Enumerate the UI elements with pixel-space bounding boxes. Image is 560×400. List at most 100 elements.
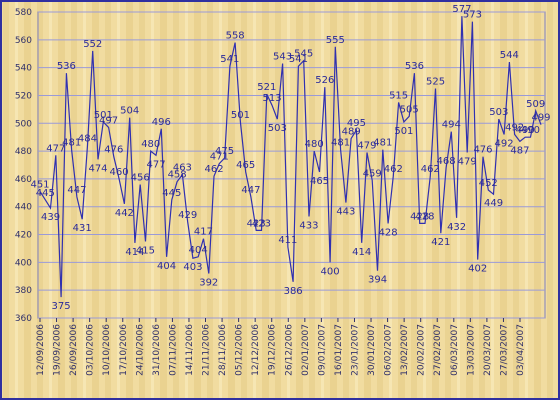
data-label: 496 — [152, 117, 171, 128]
x-tick-label: 09/01/2007 — [317, 324, 327, 376]
y-tick-label: 440 — [15, 203, 32, 213]
data-label: 428 — [379, 227, 398, 238]
x-tick-label: 28/11/2006 — [218, 324, 228, 376]
x-tick-label: 20/02/2007 — [417, 324, 427, 376]
data-label: 449 — [484, 198, 503, 209]
data-label: 452 — [479, 178, 498, 189]
data-label: 463 — [173, 163, 192, 174]
data-label: 501 — [394, 126, 413, 137]
data-label: 479 — [458, 156, 477, 167]
data-label: 475 — [215, 146, 234, 157]
data-label: 402 — [468, 264, 487, 275]
data-label: 577 — [452, 4, 471, 15]
data-label: 552 — [83, 39, 102, 50]
y-tick-label: 520 — [15, 91, 32, 101]
data-label: 403 — [183, 262, 202, 273]
y-tick-label: 540 — [15, 64, 32, 74]
x-tick-label: 23/01/2007 — [350, 324, 360, 376]
data-label: 459 — [363, 168, 382, 179]
data-label: 456 — [131, 172, 150, 183]
x-tick-label: 19/09/2006 — [53, 324, 63, 376]
data-label: 433 — [299, 220, 318, 231]
data-label: 447 — [241, 185, 260, 196]
data-label: 423 — [252, 218, 271, 229]
data-label: 501 — [231, 110, 250, 121]
data-label: 474 — [88, 163, 107, 174]
data-label: 573 — [463, 10, 482, 21]
x-tick-label: 19/12/2006 — [268, 324, 278, 376]
data-label: 414 — [352, 247, 371, 258]
data-label: 476 — [473, 145, 492, 156]
x-tick-label: 26/12/2006 — [284, 324, 294, 376]
x-tick-label: 03/04/2007 — [516, 324, 526, 376]
data-label: 462 — [421, 164, 440, 175]
data-label: 477 — [46, 143, 65, 154]
data-label: 526 — [315, 75, 334, 86]
data-label: 489 — [342, 127, 361, 138]
y-tick-label: 380 — [15, 286, 32, 296]
data-label: 386 — [284, 286, 303, 297]
data-label: 544 — [500, 50, 519, 61]
x-tick-label: 13/02/2007 — [400, 324, 410, 376]
y-tick-label: 400 — [15, 258, 32, 268]
data-label: 442 — [115, 208, 134, 219]
data-label: 515 — [389, 90, 408, 101]
data-label: 451 — [30, 179, 49, 190]
data-label: 481 — [331, 138, 350, 149]
data-label: 555 — [326, 35, 345, 46]
x-tick-label: 13/03/2007 — [466, 324, 476, 376]
data-label: 513 — [262, 93, 281, 104]
data-label: 484 — [78, 134, 97, 145]
data-label: 465 — [310, 176, 329, 187]
x-tick-label: 27/03/2007 — [499, 324, 509, 376]
data-label: 400 — [321, 266, 340, 277]
data-label: 404 — [189, 245, 208, 256]
data-label: 492 — [505, 122, 524, 133]
x-tick-label: 02/01/2007 — [301, 324, 311, 376]
x-tick-label: 10/10/2006 — [102, 324, 112, 376]
data-label: 492 — [495, 138, 514, 149]
data-label: 503 — [268, 123, 287, 134]
data-label: 521 — [257, 82, 276, 93]
data-label: 480 — [141, 139, 160, 150]
data-label: 447 — [67, 185, 86, 196]
data-label: 501 — [94, 110, 113, 121]
data-label: 375 — [52, 301, 71, 312]
x-tick-label: 12/12/2006 — [251, 324, 261, 376]
y-tick-label: 500 — [15, 119, 32, 129]
data-label: 481 — [62, 138, 81, 149]
data-label: 490 — [521, 125, 540, 136]
data-label: 415 — [136, 246, 155, 257]
x-tick-label: 07/11/2006 — [168, 324, 178, 376]
x-tick-label: 21/11/2006 — [202, 324, 212, 376]
x-tick-label: 20/03/2007 — [483, 324, 493, 376]
x-tick-label: 05/12/2006 — [235, 324, 245, 376]
x-tick-label: 12/09/2006 — [36, 324, 46, 376]
x-tick-label: 06/02/2007 — [384, 324, 394, 376]
data-label: 423 — [247, 218, 266, 229]
data-label: 443 — [336, 207, 355, 218]
data-label: 428 — [415, 211, 434, 222]
data-label: 499 — [531, 113, 550, 124]
x-tick-label: 26/09/2006 — [69, 324, 79, 376]
data-label: 428 — [410, 211, 429, 222]
data-label: 558 — [226, 31, 245, 42]
x-tick-label: 16/01/2007 — [334, 324, 344, 376]
data-label: 494 — [442, 120, 461, 131]
data-label: 505 — [400, 104, 419, 115]
data-label: 417 — [194, 227, 213, 238]
data-label: 465 — [236, 160, 255, 171]
data-label: 504 — [120, 106, 139, 117]
y-tick-label: 420 — [15, 231, 32, 241]
data-label: 509 — [526, 99, 545, 110]
data-label: 541 — [289, 54, 308, 65]
data-label: 487 — [510, 145, 529, 156]
x-tick-label: 30/01/2007 — [367, 324, 377, 376]
y-tick-label: 480 — [15, 147, 32, 157]
data-label: 525 — [426, 77, 445, 88]
data-label: 480 — [305, 139, 324, 150]
x-tick-label: 27/02/2007 — [433, 324, 443, 376]
data-label: 439 — [41, 212, 60, 223]
data-label: 460 — [110, 167, 129, 178]
